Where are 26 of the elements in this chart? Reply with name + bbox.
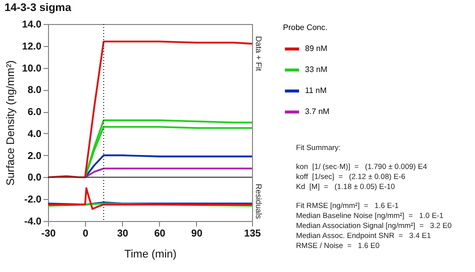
- y-tick-label: 0.0: [28, 172, 42, 184]
- y-tick-label: 2.0: [28, 150, 42, 162]
- x-tick-label: 30: [117, 228, 129, 240]
- y-tick-label: 14.0: [22, 20, 42, 30]
- x-tick-label: 60: [154, 228, 166, 240]
- y-tick-label: 6.0: [28, 107, 42, 118]
- legend-label: 89 nM: [305, 44, 328, 53]
- legend-label: 11 nM: [305, 86, 327, 95]
- legend-label: 33 nM: [305, 65, 328, 74]
- x-tick-label: 135: [244, 228, 262, 240]
- x-tick-label: 0: [82, 228, 89, 240]
- text: Data + Fit: [254, 36, 263, 72]
- legend-label: 3.7 nM: [305, 107, 330, 116]
- text: Residuals: [254, 184, 263, 219]
- y-tick-label: 8.0: [28, 85, 42, 96]
- x-axis-title: Time (min): [124, 248, 177, 260]
- y-tick-label: -2.0: [24, 194, 42, 206]
- chart-title: 14-3-3 sigma: [4, 2, 72, 14]
- legend-title: Probe Conc.: [283, 23, 328, 32]
- y-tick-label: -4.0: [24, 216, 42, 228]
- y-axis-title: Surface Density (ng/mm²): [5, 60, 18, 186]
- x-tick-label: -30: [41, 228, 56, 240]
- x-tick-label: 90: [191, 228, 203, 240]
- y-tick-label: 4.0: [28, 128, 42, 140]
- y-tick-label: 10.0: [22, 63, 42, 74]
- y-tick-label: 12.0: [22, 41, 42, 52]
